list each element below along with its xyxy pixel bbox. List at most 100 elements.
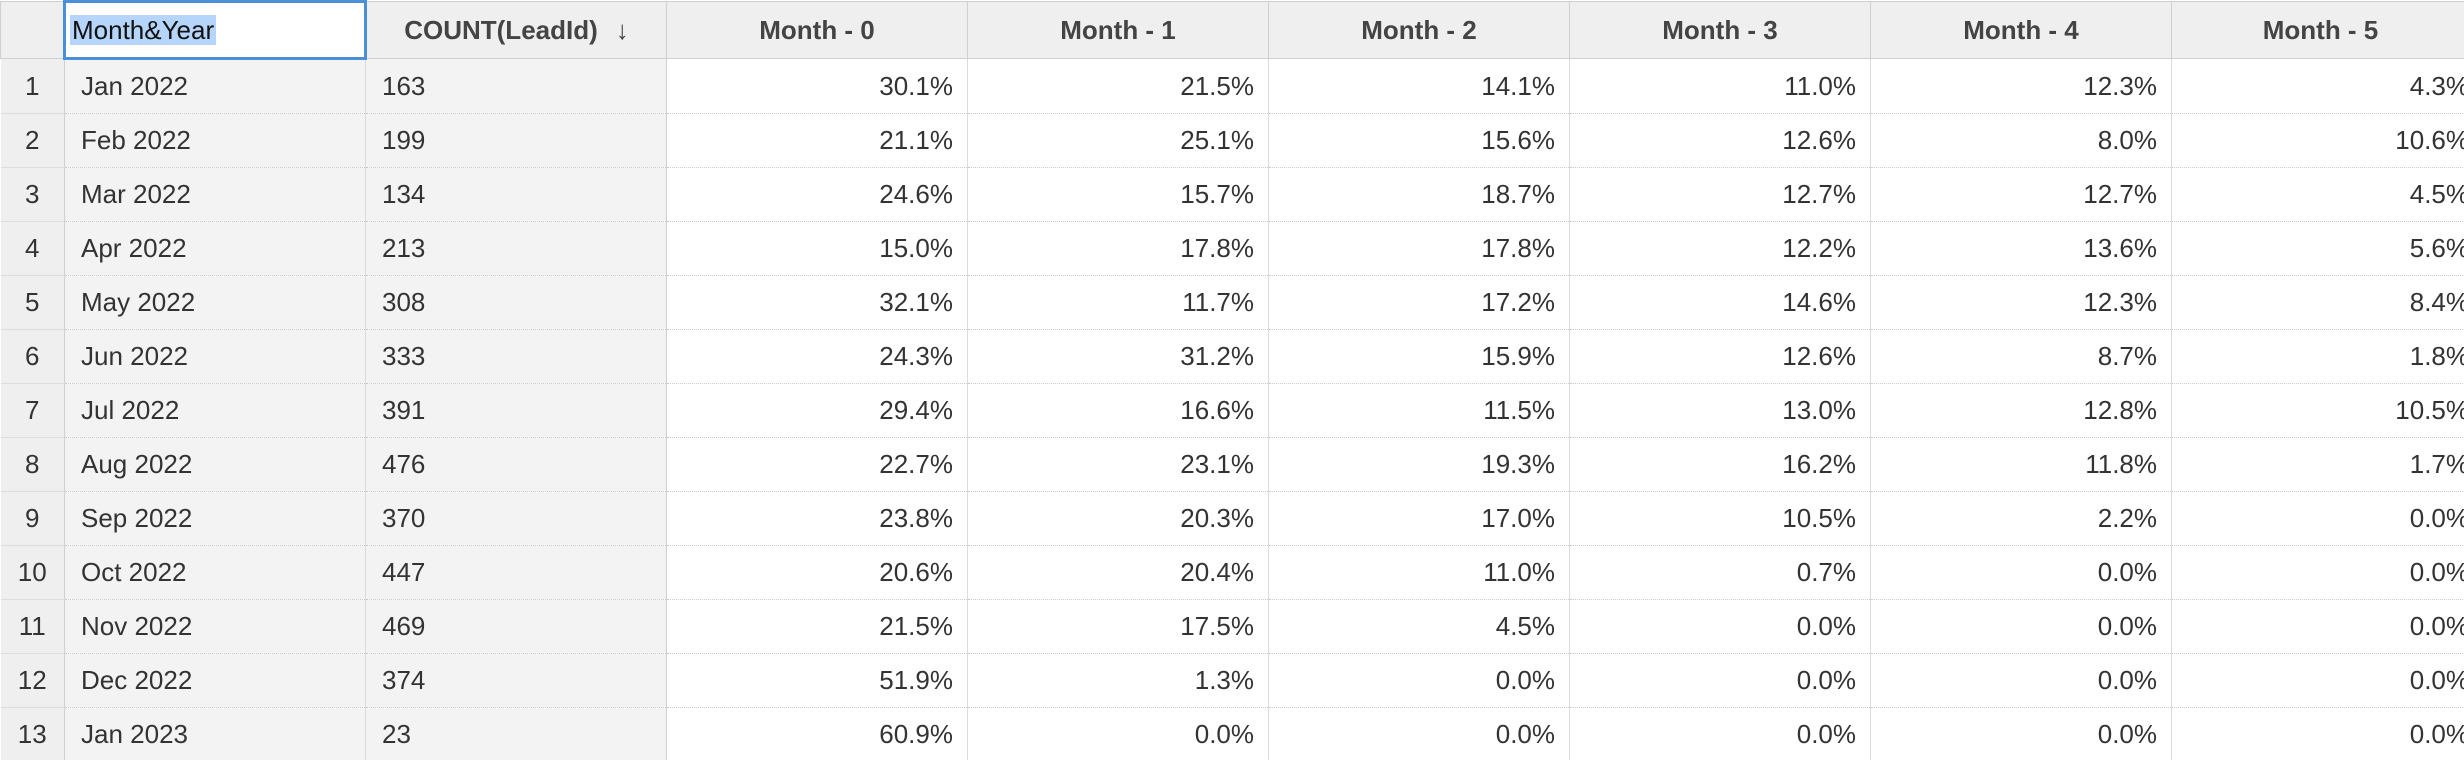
cell-month-4[interactable]: 12.7% bbox=[1870, 167, 2172, 222]
cell-month-1[interactable]: 25.1% bbox=[967, 113, 1269, 168]
cell-month-year[interactable]: Jan 2023 bbox=[64, 707, 366, 760]
cell-month-2[interactable]: 15.9% bbox=[1268, 329, 1570, 384]
row-number[interactable]: 3 bbox=[0, 167, 65, 222]
cell-month-3[interactable]: 16.2% bbox=[1569, 437, 1871, 492]
cell-month-4[interactable]: 11.8% bbox=[1870, 437, 2172, 492]
cell-month-year[interactable]: Jan 2022 bbox=[64, 58, 366, 114]
cell-month-3[interactable]: 12.2% bbox=[1569, 221, 1871, 276]
cell-month-2[interactable]: 14.1% bbox=[1268, 58, 1570, 114]
cell-month-0[interactable]: 24.3% bbox=[666, 329, 968, 384]
cell-month-4[interactable]: 8.0% bbox=[1870, 113, 2172, 168]
row-number[interactable]: 9 bbox=[0, 491, 65, 546]
cell-month-1[interactable]: 16.6% bbox=[967, 383, 1269, 438]
column-header-month-4[interactable]: Month - 4 bbox=[1870, 1, 2172, 59]
row-number[interactable]: 6 bbox=[0, 329, 65, 384]
cell-count[interactable]: 476 bbox=[365, 437, 667, 492]
cell-month-4[interactable]: 8.7% bbox=[1870, 329, 2172, 384]
cell-month-0[interactable]: 60.9% bbox=[666, 707, 968, 760]
cell-month-2[interactable]: 18.7% bbox=[1268, 167, 1570, 222]
column-header-month-year[interactable]: Month&Year bbox=[63, 0, 367, 60]
cell-month-year[interactable]: Sep 2022 bbox=[64, 491, 366, 546]
cell-month-0[interactable]: 21.5% bbox=[666, 599, 968, 654]
cell-month-2[interactable]: 19.3% bbox=[1268, 437, 1570, 492]
cell-month-year[interactable]: Apr 2022 bbox=[64, 221, 366, 276]
cell-month-4[interactable]: 12.3% bbox=[1870, 275, 2172, 330]
row-number[interactable]: 8 bbox=[0, 437, 65, 492]
cell-month-3[interactable]: 11.0% bbox=[1569, 58, 1871, 114]
cell-count[interactable]: 163 bbox=[365, 58, 667, 114]
column-header-month-0[interactable]: Month - 0 bbox=[666, 1, 968, 59]
cell-month-year[interactable]: May 2022 bbox=[64, 275, 366, 330]
row-number[interactable]: 2 bbox=[0, 113, 65, 168]
cell-month-year[interactable]: Nov 2022 bbox=[64, 599, 366, 654]
cell-month-1[interactable]: 20.3% bbox=[967, 491, 1269, 546]
cell-month-year[interactable]: Jul 2022 bbox=[64, 383, 366, 438]
cell-month-0[interactable]: 21.1% bbox=[666, 113, 968, 168]
row-number[interactable]: 12 bbox=[0, 653, 65, 708]
cell-month-3[interactable]: 0.0% bbox=[1569, 707, 1871, 760]
cell-month-3[interactable]: 14.6% bbox=[1569, 275, 1871, 330]
cell-month-1[interactable]: 23.1% bbox=[967, 437, 1269, 492]
row-number[interactable]: 11 bbox=[0, 599, 65, 654]
cell-month-2[interactable]: 15.6% bbox=[1268, 113, 1570, 168]
cell-count[interactable]: 23 bbox=[365, 707, 667, 760]
cell-month-1[interactable]: 11.7% bbox=[967, 275, 1269, 330]
cell-month-2[interactable]: 11.0% bbox=[1268, 545, 1570, 600]
row-number[interactable]: 10 bbox=[0, 545, 65, 600]
cell-month-4[interactable]: 0.0% bbox=[1870, 545, 2172, 600]
cell-month-year[interactable]: Mar 2022 bbox=[64, 167, 366, 222]
cell-month-5[interactable]: 0.0% bbox=[2171, 599, 2464, 654]
cell-month-5[interactable]: 5.6% bbox=[2171, 221, 2464, 276]
cell-month-0[interactable]: 20.6% bbox=[666, 545, 968, 600]
cell-month-3[interactable]: 12.6% bbox=[1569, 329, 1871, 384]
cell-month-0[interactable]: 22.7% bbox=[666, 437, 968, 492]
cell-month-2[interactable]: 0.0% bbox=[1268, 653, 1570, 708]
cell-month-4[interactable]: 12.8% bbox=[1870, 383, 2172, 438]
cell-month-1[interactable]: 20.4% bbox=[967, 545, 1269, 600]
cell-month-year[interactable]: Oct 2022 bbox=[64, 545, 366, 600]
cell-month-2[interactable]: 17.8% bbox=[1268, 221, 1570, 276]
column-header-month-5[interactable]: Month - 5 bbox=[2171, 1, 2464, 59]
table-row[interactable]: 11 Nov 2022 469 21.5% 17.5% 4.5% 0.0% 0.0% 0.0% bbox=[0, 599, 2464, 654]
cell-count[interactable]: 370 bbox=[365, 491, 667, 546]
cell-month-0[interactable]: 51.9% bbox=[666, 653, 968, 708]
table-row[interactable]: 3 Mar 2022 134 24.6% 15.7% 18.7% 12.7% 12.7% 4.5… bbox=[0, 167, 2464, 222]
table-row[interactable]: 4 Apr 2022 213 15.0% 17.8% 17.8% 12.2% 13.6% 5.6… bbox=[0, 221, 2464, 276]
cell-month-1[interactable]: 21.5% bbox=[967, 58, 1269, 114]
cell-month-5[interactable]: 10.5% bbox=[2171, 383, 2464, 438]
cell-month-5[interactable]: 4.3% bbox=[2171, 58, 2464, 114]
cell-month-0[interactable]: 29.4% bbox=[666, 383, 968, 438]
cell-month-5[interactable]: 0.0% bbox=[2171, 653, 2464, 708]
cell-count[interactable]: 199 bbox=[365, 113, 667, 168]
row-number[interactable]: 13 bbox=[0, 707, 65, 760]
cell-month-2[interactable]: 17.0% bbox=[1268, 491, 1570, 546]
cell-month-3[interactable]: 0.0% bbox=[1569, 653, 1871, 708]
cell-month-3[interactable]: 0.0% bbox=[1569, 599, 1871, 654]
cell-month-year[interactable]: Aug 2022 bbox=[64, 437, 366, 492]
cell-month-2[interactable]: 17.2% bbox=[1268, 275, 1570, 330]
table-row[interactable]: 2 Feb 2022 199 21.1% 25.1% 15.6% 12.6% 8.0% 10.6… bbox=[0, 113, 2464, 168]
cell-count[interactable]: 391 bbox=[365, 383, 667, 438]
cell-month-1[interactable]: 17.8% bbox=[967, 221, 1269, 276]
cell-month-3[interactable]: 12.7% bbox=[1569, 167, 1871, 222]
cell-month-4[interactable]: 12.3% bbox=[1870, 58, 2172, 114]
cell-month-0[interactable]: 15.0% bbox=[666, 221, 968, 276]
table-row[interactable]: 7 Jul 2022 391 29.4% 16.6% 11.5% 13.0% 12.8% 10.… bbox=[0, 383, 2464, 438]
cell-month-2[interactable]: 11.5% bbox=[1268, 383, 1570, 438]
cell-month-5[interactable]: 0.0% bbox=[2171, 491, 2464, 546]
cell-month-5[interactable]: 0.0% bbox=[2171, 545, 2464, 600]
cell-month-1[interactable]: 1.3% bbox=[967, 653, 1269, 708]
cell-month-4[interactable]: 0.0% bbox=[1870, 599, 2172, 654]
cell-month-5[interactable]: 0.0% bbox=[2171, 707, 2464, 760]
table-row[interactable]: 12 Dec 2022 374 51.9% 1.3% 0.0% 0.0% 0.0% 0.0% bbox=[0, 653, 2464, 708]
cell-month-1[interactable]: 15.7% bbox=[967, 167, 1269, 222]
cell-count[interactable]: 308 bbox=[365, 275, 667, 330]
table-row[interactable]: 5 May 2022 308 32.1% 11.7% 17.2% 14.6% 12.3% 8.4… bbox=[0, 275, 2464, 330]
cell-month-3[interactable]: 12.6% bbox=[1569, 113, 1871, 168]
column-header-count[interactable]: COUNT(LeadId) ↓ bbox=[365, 1, 667, 59]
cell-month-5[interactable]: 10.6% bbox=[2171, 113, 2464, 168]
arrow-down-icon[interactable]: ↓ bbox=[615, 14, 629, 45]
cell-month-0[interactable]: 24.6% bbox=[666, 167, 968, 222]
cell-month-2[interactable]: 4.5% bbox=[1268, 599, 1570, 654]
corner-cell[interactable] bbox=[0, 1, 65, 59]
